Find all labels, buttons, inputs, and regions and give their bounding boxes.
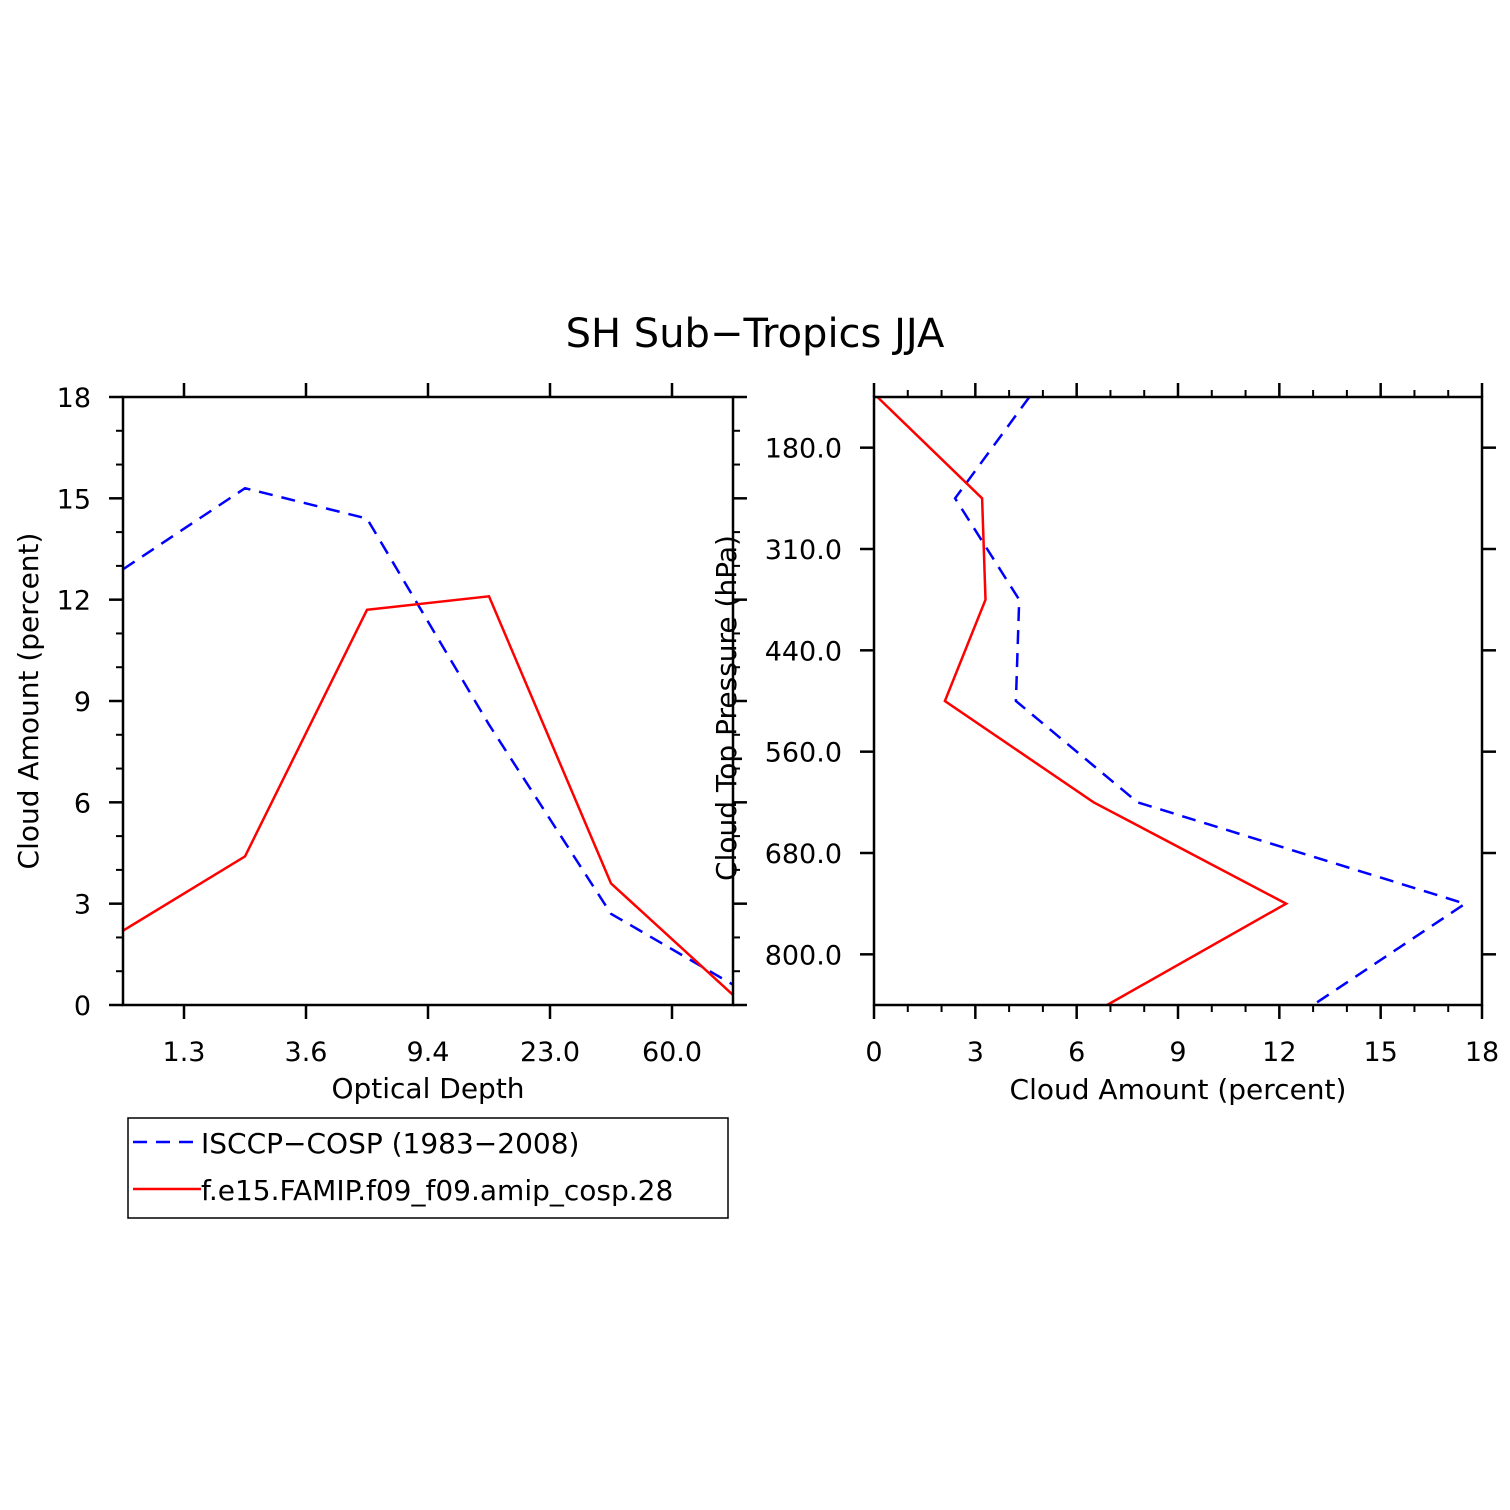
right-series-line-1 [876, 396, 1289, 1007]
left-y-tick-label-2: 6 [74, 788, 91, 819]
right-x-tick-label-0: 0 [865, 1037, 882, 1068]
right-x-tick-label-5: 15 [1363, 1037, 1397, 1068]
right-plot-frame [872, 395, 1484, 1007]
left-series-group [122, 486, 734, 996]
right-panel: 0 3 6 9 12 15 18 180.0 310.0 440.0 560.0 680.0 800.0… [710, 383, 1499, 1106]
left-y-tick-label-4: 12 [57, 586, 91, 617]
left-ticks-group: 0 3 6 9 12 15 18 1.3 3.6 9.4 23.0 60.0 [57, 383, 747, 1068]
right-y-tick-label-5: 800.0 [765, 940, 842, 971]
left-y-tick-label-1: 3 [74, 890, 91, 921]
left-x-tick-label-2: 9.4 [407, 1037, 450, 1068]
left-x-axis-label: Optical Depth [331, 1072, 524, 1105]
legend: ISCCP−COSP (1983−2008) f.e15.FAMIP.f09_f… [127, 1117, 729, 1219]
left-y-tick-label-0: 0 [74, 991, 91, 1022]
right-y-tick-label-3: 560.0 [765, 738, 842, 769]
left-plot-frame [121, 395, 735, 1007]
right-x-axis-label: Cloud Amount (percent) [1010, 1073, 1347, 1106]
right-x-tick-label-2: 6 [1068, 1037, 1085, 1068]
left-x-tick-label-4: 60.0 [642, 1037, 702, 1068]
legend-box [127, 1117, 729, 1219]
right-y-tick-label-1: 310.0 [765, 535, 842, 566]
left-series-line-1 [122, 594, 734, 996]
right-y-tick-label-4: 680.0 [765, 839, 842, 870]
right-x-tick-label-1: 3 [967, 1037, 984, 1068]
left-y-tick-label-6: 18 [57, 383, 91, 414]
legend-label-isccp: ISCCP−COSP (1983−2008) [201, 1127, 579, 1160]
left-panel: 0 3 6 9 12 15 18 1.3 3.6 9.4 23.0 60.0 Optical Dept… [12, 383, 747, 1105]
right-y-tick-label-2: 440.0 [765, 636, 842, 667]
legend-label-model: f.e15.FAMIP.f09_f09.amip_cosp.28 [201, 1174, 673, 1207]
left-y-tick-label-5: 15 [57, 484, 91, 515]
left-y-tick-label-3: 9 [74, 687, 91, 718]
right-x-tick-label-3: 9 [1169, 1037, 1186, 1068]
right-y-axis-label: Cloud Top Pressure (hPa) [710, 535, 743, 881]
right-ticks-group: 0 3 6 9 12 15 18 180.0 310.0 440.0 560.0 680.0 800.0 [765, 383, 1499, 1068]
right-y-tick-label-0: 180.0 [765, 434, 842, 465]
left-y-axis-label: Cloud Amount (percent) [12, 533, 45, 870]
chart-title: SH Sub−Tropics JJA [566, 311, 945, 357]
left-x-tick-label-3: 23.0 [520, 1037, 580, 1068]
right-series-line-0 [953, 396, 1468, 1007]
right-x-tick-label-4: 12 [1262, 1037, 1296, 1068]
right-x-tick-label-6: 18 [1465, 1037, 1499, 1068]
left-x-tick-label-0: 1.3 [163, 1037, 206, 1068]
right-series-group [876, 396, 1468, 1007]
left-x-tick-label-1: 3.6 [285, 1037, 328, 1068]
left-series-line-0 [122, 486, 734, 986]
